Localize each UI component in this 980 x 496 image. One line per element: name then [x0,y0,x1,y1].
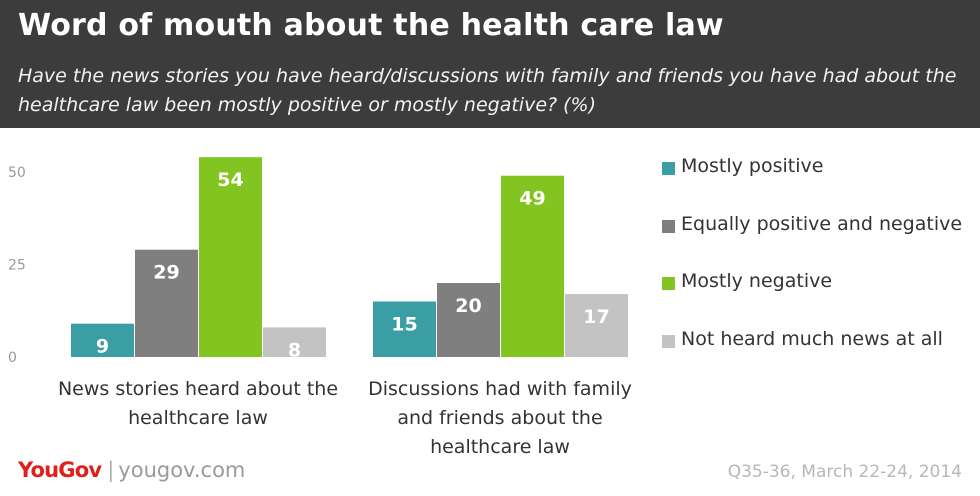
legend-swatch [662,162,675,175]
bar-data-label: 9 [96,336,109,358]
bar-data-label: 54 [217,169,243,191]
chart-subtitle: Have the news stories you have heard/dis… [18,65,957,116]
y-tick-label: 25 [8,258,26,274]
x-category-label: Discussions had with family and friends … [368,378,632,458]
footer-brand: YouGov | yougov.com [18,458,245,482]
bar [565,294,628,357]
legend-label: Mostly positive [681,155,824,177]
bar [71,323,134,357]
bar [437,283,500,357]
bar [199,157,262,357]
source-note: Q35-36, March 22-24, 2014 [727,462,962,482]
chart-header: Word of mouth about the health care law … [0,0,980,128]
bar-data-label: 15 [391,314,417,336]
legend-swatch [662,334,675,348]
legend-swatch [662,277,675,290]
legend-label: Equally positive and negative [681,212,963,235]
legend-swatch [662,219,675,233]
legend-label: Mostly negative [681,270,833,292]
brand-url: yougov.com [118,458,246,482]
bar [373,301,436,357]
bar-data-label: 29 [153,262,179,284]
bar [135,249,198,357]
y-tick-label: 50 [8,165,26,181]
bar [263,327,326,357]
brand-separator: | [107,458,115,482]
bar-data-label: 49 [519,188,545,210]
legend-label: Not heard much news at all [681,327,943,350]
bar-data-label: 17 [583,306,609,328]
bar-chart: 0 25 50 9 29 54 8 15 20 49 17 [8,157,628,366]
x-category-label: News stories heard about the healthcare … [57,378,339,429]
y-tick-label: 0 [8,350,17,366]
bar [501,175,564,357]
bar-data-label: 20 [455,295,481,317]
bar-data-label: 8 [288,339,301,361]
yougov-logo: YouGov [18,458,102,482]
chart-title: Word of mouth about the health care law [18,8,724,43]
